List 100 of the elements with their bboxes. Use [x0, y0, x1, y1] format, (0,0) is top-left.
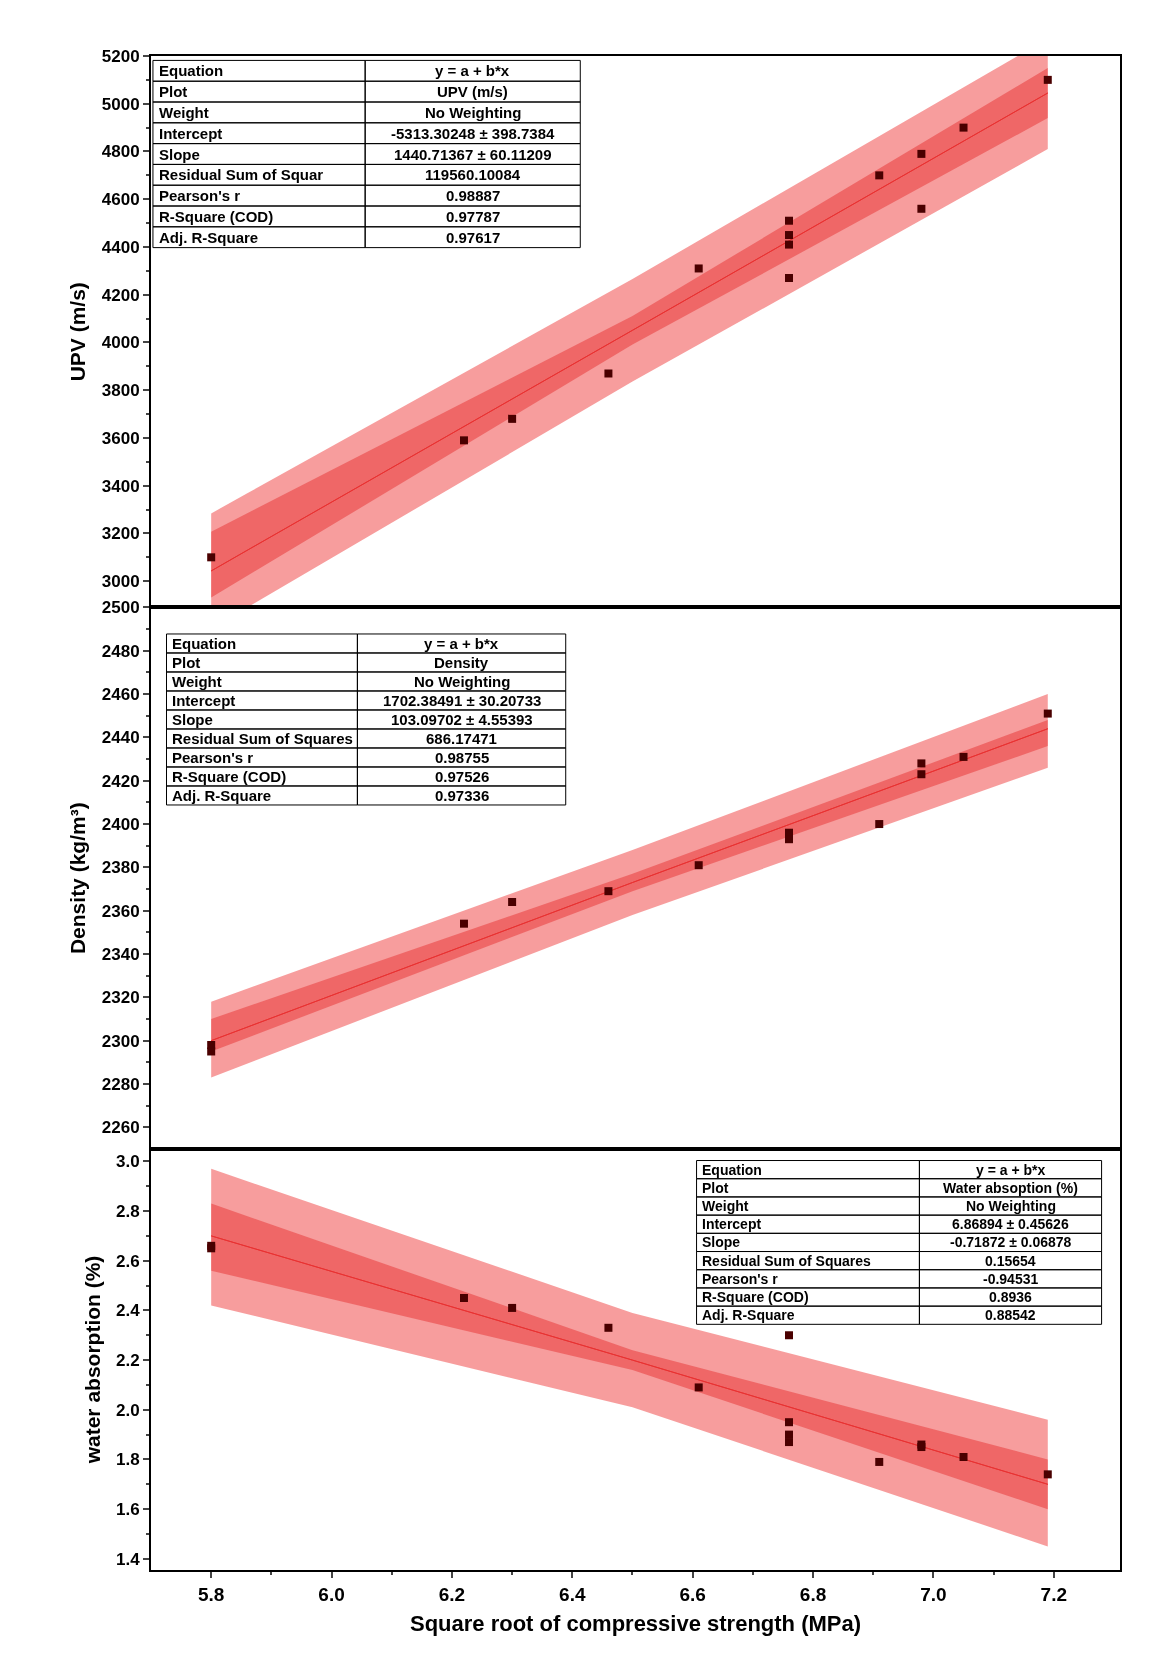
y-tick-label: 4400 — [101, 237, 140, 257]
y-axis-title: UPV (m/s) — [66, 282, 90, 382]
annotation: Adj. R-Square — [702, 1307, 795, 1323]
y-tick-label: 2420 — [101, 771, 140, 791]
x-tick-label: 6.4 — [559, 1583, 586, 1605]
annotation: 0.8936 — [989, 1289, 1033, 1305]
x-tick-label: 6.8 — [799, 1583, 827, 1605]
y-tick-label: 2320 — [101, 988, 140, 1008]
annotation: -0.94531 — [983, 1271, 1039, 1287]
y-axis-title: water absorption (%) — [80, 1255, 104, 1465]
annotation: Intercept — [702, 1216, 762, 1232]
annotation: 119560.10084 — [425, 166, 521, 183]
annotation: Residual Sum of Squares — [702, 1253, 872, 1269]
annotation: Slope — [172, 711, 213, 728]
y-tick-label: 1.6 — [115, 1500, 140, 1520]
annotation: Plot — [159, 83, 188, 100]
annotation: 0.88542 — [985, 1307, 1036, 1323]
annotation: 103.09702 ± 4.55393 — [391, 711, 533, 728]
y-tick-label: 4800 — [101, 142, 140, 162]
x-tick-label: 7.2 — [1040, 1583, 1068, 1605]
annotation: 686.17471 — [426, 730, 497, 747]
annotation: 0.97617 — [446, 229, 501, 246]
annotation: Equation — [159, 62, 224, 79]
y-tick-label: 2340 — [101, 944, 140, 964]
annotation: y = a + b*x — [435, 62, 510, 79]
x-tick-label: 6.6 — [679, 1583, 706, 1605]
y-tick-label: 2280 — [101, 1074, 140, 1094]
annotation: Equation — [172, 635, 237, 652]
y-tick-label: 4000 — [101, 333, 140, 353]
x-tick-label: 5.8 — [197, 1583, 225, 1605]
y-tick-label: 2300 — [101, 1031, 140, 1051]
annotation: 0.97336 — [435, 787, 490, 804]
annotation: R-Square (COD) — [172, 768, 287, 785]
annotation: Plot — [172, 654, 201, 671]
annotation: Adj. R-Square — [159, 229, 259, 246]
annotation: 0.98755 — [435, 749, 490, 766]
y-tick-label: 3200 — [101, 524, 140, 544]
y-axis-title: Density (kg/m³) — [66, 802, 90, 955]
annotation: 0.15654 — [985, 1253, 1036, 1269]
y-tick-label: 2440 — [101, 728, 140, 748]
x-axis-title: Square root of compressive strength (MPa) — [409, 1611, 862, 1637]
y-tick-label: 2260 — [101, 1118, 140, 1138]
y-tick-label: 2.4 — [115, 1301, 141, 1321]
annotation: -0.71872 ± 0.06878 — [950, 1234, 1072, 1250]
y-tick-label: 3000 — [101, 572, 140, 592]
y-tick-label: 5200 — [101, 46, 140, 66]
y-tick-label: 2.8 — [115, 1202, 140, 1221]
annotation: y = a + b*x — [976, 1162, 1046, 1178]
x-tick-label: 7.0 — [920, 1583, 947, 1605]
annotation: No Weighting — [414, 673, 511, 690]
y-tick-label: 2480 — [101, 641, 140, 661]
annotation: No Weighting — [425, 104, 522, 121]
annotation: 0.97526 — [435, 768, 490, 785]
annotation: Pearson's r — [159, 187, 241, 204]
x-tick-label: 6.2 — [438, 1583, 466, 1605]
y-tick-label: 2360 — [101, 901, 140, 921]
y-tick-label: 5000 — [101, 94, 140, 114]
annotation: 1440.71367 ± 60.11209 — [394, 146, 552, 163]
annotation: Slope — [702, 1234, 741, 1250]
annotation: UPV (m/s) — [437, 83, 508, 100]
y-tick-label: 2.6 — [115, 1251, 140, 1271]
annotation: 0.97787 — [446, 208, 501, 225]
annotation: Pearson's r — [702, 1271, 779, 1287]
annotation: -5313.30248 ± 398.7384 — [391, 125, 556, 142]
annotation: R-Square (COD) — [702, 1289, 809, 1305]
y-tick-label: 4600 — [101, 190, 140, 210]
x-tick-label: 6.0 — [318, 1583, 345, 1605]
y-tick-label: 2.2 — [115, 1351, 140, 1371]
y-tick-label: 3.0 — [115, 1152, 140, 1172]
annotation: Residual Sum of Squares — [172, 730, 353, 747]
y-tick-label: 2380 — [101, 858, 140, 878]
annotation: R-Square (COD) — [159, 208, 274, 225]
y-tick-label: 3400 — [101, 476, 140, 496]
annotation: Weight — [159, 104, 209, 121]
annotation: Intercept — [159, 125, 223, 142]
y-tick-label: 2400 — [101, 815, 140, 834]
y-tick-label: 3800 — [101, 381, 140, 401]
annotation: 6.86894 ± 0.45626 — [952, 1216, 1069, 1232]
y-tick-label: 2.0 — [115, 1400, 140, 1420]
y-tick-label: 2500 — [101, 598, 140, 618]
y-tick-label: 2460 — [101, 685, 140, 705]
y-tick-label: 4200 — [101, 285, 140, 305]
annotation: Equation — [702, 1162, 762, 1178]
y-tick-label: 1.4 — [115, 1549, 141, 1569]
annotation: Weight — [172, 673, 222, 690]
annotation: Slope — [159, 146, 200, 163]
annotation: 0.98887 — [446, 187, 501, 204]
y-tick-label: 1.8 — [115, 1450, 140, 1470]
annotation: Pearson's r — [172, 749, 254, 766]
annotation: y = a + b*x — [424, 635, 499, 652]
annotation: Water absoption (%) — [943, 1180, 1078, 1196]
annotation: No Weighting — [966, 1198, 1056, 1214]
y-tick-label: 3600 — [101, 428, 140, 448]
annotation: Adj. R-Square — [172, 787, 272, 804]
annotation: 1702.38491 ± 30.20733 — [383, 692, 542, 709]
annotation: Residual Sum of Squar — [159, 166, 324, 183]
annotation: Weight — [702, 1198, 749, 1214]
annotation: Density — [434, 654, 489, 671]
annotation: Plot — [702, 1180, 729, 1196]
annotation: Intercept — [172, 692, 236, 709]
